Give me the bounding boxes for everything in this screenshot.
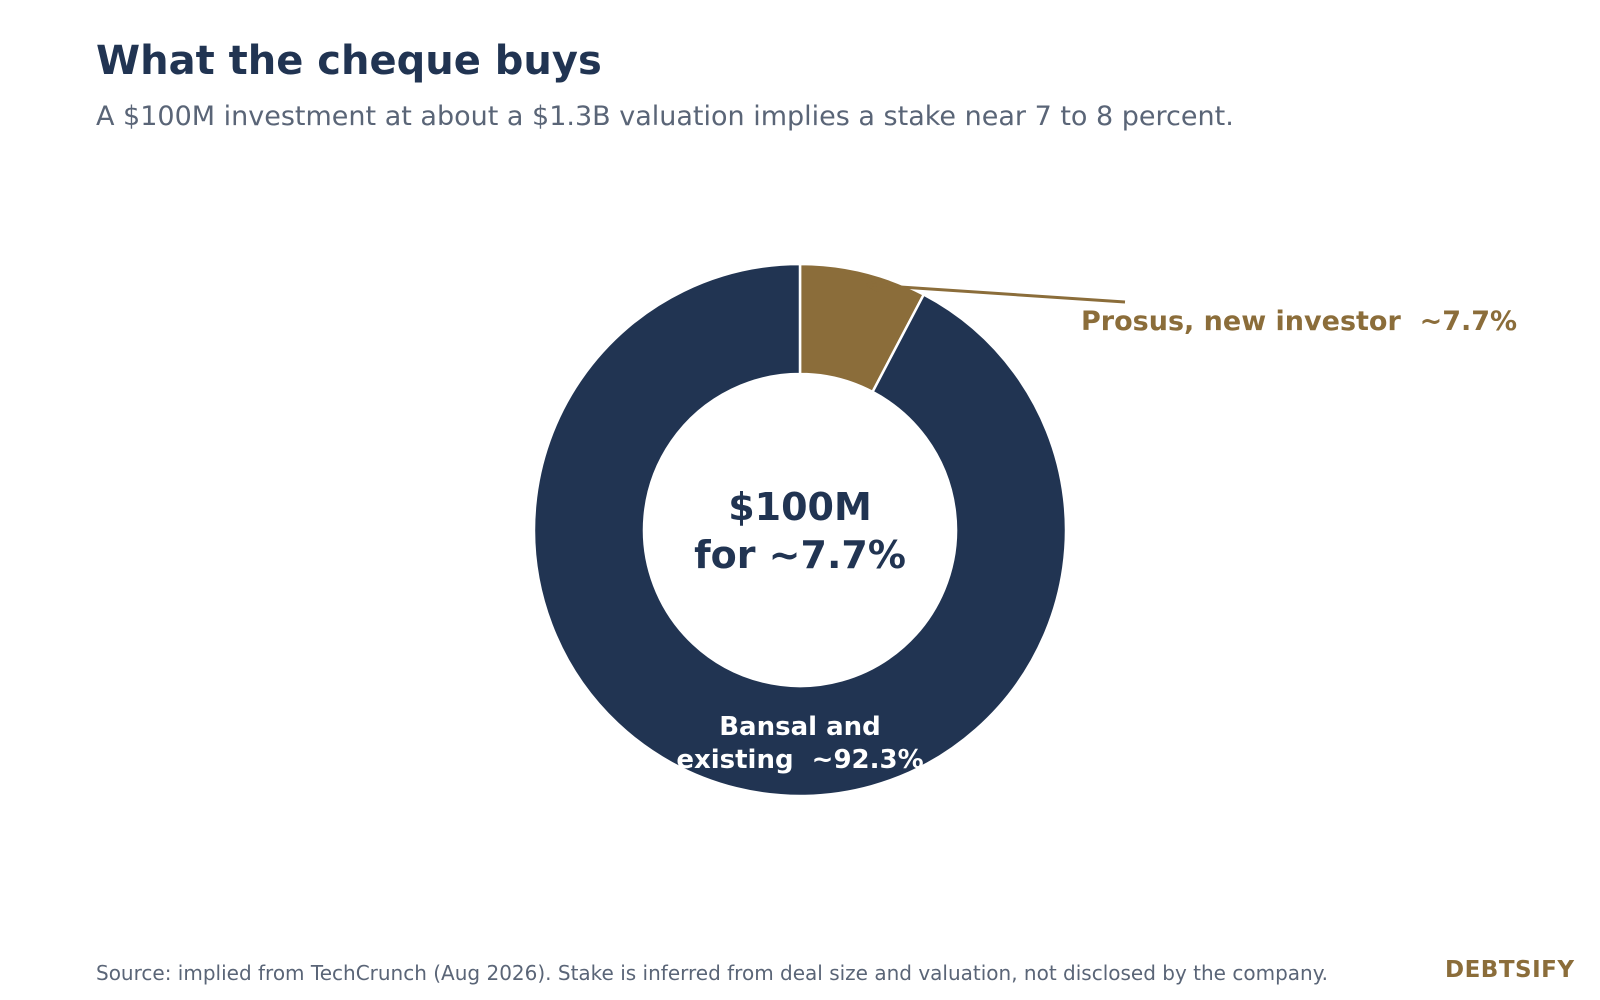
slice-label-prosus: Prosus, new investor ~7.7% bbox=[1081, 306, 1517, 337]
callout-arrow bbox=[867, 285, 1126, 304]
donut-slices bbox=[532, 262, 1068, 798]
chart-subtitle: A $100M investment at about a $1.3B valu… bbox=[96, 101, 1234, 132]
chart-title: What the cheque buys bbox=[96, 38, 602, 84]
donut-slice-2 bbox=[532, 262, 1068, 798]
donut-center-text-2: for ~7.7% bbox=[694, 533, 906, 577]
source-note: Source: implied from TechCrunch (Aug 202… bbox=[96, 961, 1329, 985]
slice-label-bansal-2: existing ~92.3% bbox=[676, 745, 923, 775]
slice-label-bansal-1: Bansal and bbox=[719, 712, 881, 742]
brand-logo: DEBTSIFY bbox=[1445, 957, 1575, 983]
donut-center-text-1: $100M bbox=[728, 485, 872, 529]
